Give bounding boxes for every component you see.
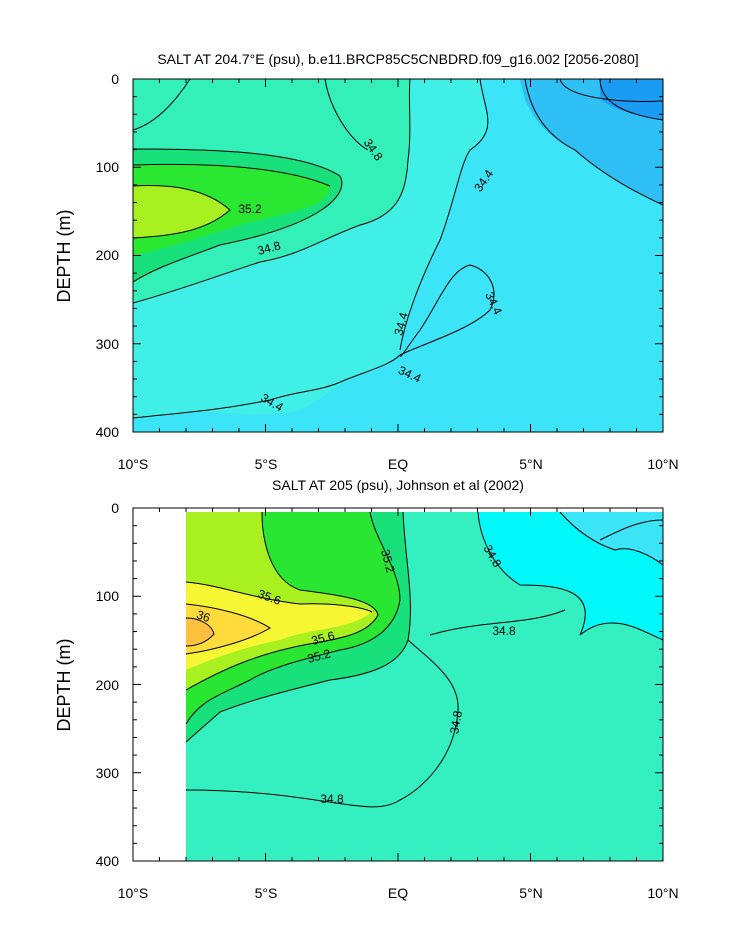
y-tick-label: 100: [96, 159, 120, 175]
y-tick-label: 100: [96, 588, 120, 604]
fill-36-0: [186, 618, 214, 646]
fill-35-6: [186, 582, 372, 670]
x-tick-label: 10°N: [647, 885, 678, 901]
contour-label: 35.2: [378, 548, 398, 574]
panel-2-contour-field: [186, 512, 663, 861]
contour-label: 34.4: [391, 311, 411, 337]
x-tick-label: 5°S: [255, 885, 278, 901]
panel-2-contour-lines: [185, 511, 663, 808]
panel-1-contour-lines: [133, 79, 663, 419]
fill-35-8: [186, 604, 270, 654]
contour-label: 35.2: [238, 202, 262, 216]
contour-label: 35.6: [310, 628, 336, 648]
y-tick-label: 400: [96, 424, 120, 440]
y-tick-label: 200: [96, 247, 120, 263]
y-tick-label: 400: [96, 853, 120, 869]
panel-2-ticks: [132, 507, 664, 862]
panel-1-y-axis-label: DEPTH (m): [54, 210, 74, 303]
contour-label: 34.8: [447, 709, 465, 735]
panel-1-title: SALT AT 204.7°E (psu), b.e11.BRCP85C5CNB…: [157, 51, 638, 67]
panel-1: SALT AT 204.7°E (psu), b.e11.BRCP85C5CNB…: [54, 51, 679, 472]
x-tick-label: 10°N: [647, 456, 678, 472]
contour-label: 34.8: [492, 624, 516, 638]
panel-2-title: SALT AT 205 (psu), Johnson et al (2002): [272, 477, 524, 493]
y-tick-label: 300: [96, 765, 120, 781]
fill-34-4: [560, 512, 663, 565]
panel-1-y-tick-labels: 0 100 200 300 400: [96, 71, 120, 440]
panel-2-y-axis-label: DEPTH (m): [54, 639, 74, 732]
panel-2: SALT AT 205 (psu), Johnson et al (2002): [54, 477, 679, 901]
fill-34-0: [600, 79, 663, 120]
contour-label: 34.8: [320, 792, 344, 806]
contour-label: 34.8: [256, 238, 282, 258]
panel-1-x-tick-labels: 10°S 5°S EQ 5°N 10°N: [118, 456, 679, 472]
y-tick-label: 300: [96, 336, 120, 352]
x-tick-label: 5°N: [519, 885, 543, 901]
x-tick-label: EQ: [388, 885, 408, 901]
x-tick-label: 5°S: [255, 456, 278, 472]
panel-1-contour-field: [133, 79, 663, 432]
contour-label: 36: [195, 607, 213, 625]
y-tick-label: 0: [111, 71, 119, 87]
panel-2-x-tick-labels: 10°S 5°S EQ 5°N 10°N: [118, 885, 679, 901]
x-tick-label: EQ: [388, 456, 408, 472]
x-tick-label: 10°S: [118, 456, 149, 472]
panel-1-ticks: [132, 78, 664, 433]
y-tick-label: 0: [111, 500, 119, 516]
x-tick-label: 10°S: [118, 885, 149, 901]
contour-label: 35.2: [306, 646, 332, 666]
y-tick-label: 200: [96, 677, 120, 693]
fill-35-2: [133, 164, 330, 256]
panel-2-y-tick-labels: 0 100 200 300 400: [96, 500, 120, 869]
x-tick-label: 5°N: [519, 456, 543, 472]
